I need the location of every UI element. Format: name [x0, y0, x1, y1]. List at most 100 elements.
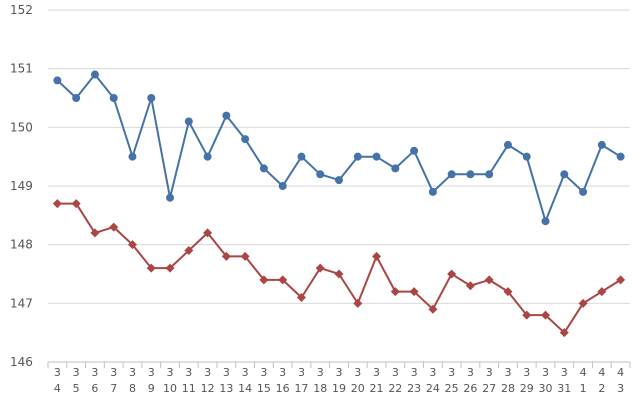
- y-tick-label: 146: [10, 355, 33, 369]
- x-tick-label: 3: [91, 366, 98, 379]
- x-tick-label: 3: [110, 366, 117, 379]
- y-tick-label: 152: [10, 3, 33, 17]
- data-point: [522, 310, 532, 320]
- x-tick-label: 10: [163, 382, 177, 395]
- x-tick-label: 3: [54, 366, 61, 379]
- data-point: [127, 240, 137, 250]
- x-tick-label: 3: [129, 366, 136, 379]
- data-point: [203, 228, 213, 238]
- data-point: [372, 251, 382, 261]
- x-tick-label: 18: [313, 382, 327, 395]
- x-tick-label: 26: [463, 382, 477, 395]
- data-point: [485, 170, 494, 179]
- x-tick-label: 4: [580, 366, 587, 379]
- grid-lines: [48, 9, 630, 363]
- data-point: [184, 117, 193, 126]
- data-point: [559, 328, 569, 338]
- x-tick-label: 5: [73, 382, 80, 395]
- data-point: [316, 170, 325, 179]
- x-tick-label: 3: [429, 366, 436, 379]
- x-tick-label: 3: [617, 382, 624, 395]
- data-point: [146, 263, 156, 273]
- data-point: [259, 275, 269, 285]
- data-point: [221, 251, 231, 261]
- data-point: [335, 176, 343, 185]
- x-tick-label: 3: [223, 366, 230, 379]
- data-point: [503, 140, 512, 149]
- x-tick-label: 2: [598, 382, 605, 395]
- x-tick-label: 3: [411, 366, 418, 379]
- data-point: [90, 70, 99, 79]
- x-tick-label: 9: [148, 382, 155, 395]
- x-tick-label: 14: [238, 382, 252, 395]
- data-point: [53, 76, 62, 85]
- x-tick-label: 8: [129, 382, 136, 395]
- data-point: [390, 287, 400, 297]
- data-point: [465, 281, 475, 291]
- x-tick-label: 4: [617, 366, 624, 379]
- data-point: [203, 152, 212, 161]
- data-point: [240, 251, 250, 261]
- data-point: [222, 111, 231, 120]
- x-tick-label: 11: [182, 382, 196, 395]
- data-point: [597, 140, 606, 149]
- data-point: [372, 152, 381, 161]
- x-tick-label: 3: [354, 366, 361, 379]
- x-tick-label: 3: [148, 366, 155, 379]
- data-point: [353, 298, 363, 308]
- data-point: [410, 146, 419, 155]
- x-tick-label: 30: [539, 382, 553, 395]
- x-tick-label: 17: [294, 382, 308, 395]
- x-tick-label: 3: [561, 366, 568, 379]
- data-point: [541, 310, 551, 320]
- data-point: [128, 152, 137, 161]
- x-tick-label: 3: [523, 366, 530, 379]
- y-tick-label: 149: [10, 179, 33, 193]
- data-point: [71, 199, 81, 209]
- data-point: [278, 182, 287, 190]
- data-point: [109, 222, 119, 232]
- data-point: [259, 164, 268, 173]
- data-point: [579, 187, 588, 196]
- data-point: [278, 275, 288, 285]
- x-tick-label: 4: [598, 366, 605, 379]
- data-point: [165, 263, 175, 273]
- data-point: [90, 228, 100, 238]
- x-tick-label: 31: [557, 382, 571, 395]
- x-tick-label: 3: [185, 366, 192, 379]
- x-tick-label: 6: [91, 382, 98, 395]
- data-point: [409, 287, 419, 297]
- x-tick-label: 3: [373, 366, 380, 379]
- x-tick-label: 3: [242, 366, 249, 379]
- x-tick-label: 3: [204, 366, 211, 379]
- series-2: [52, 199, 626, 338]
- x-tick-label: 3: [167, 366, 174, 379]
- x-tick-label: 3: [317, 366, 324, 379]
- data-point: [147, 94, 156, 102]
- x-tick-label: 3: [298, 366, 305, 379]
- series-line: [56, 73, 622, 223]
- x-tick-label: 24: [426, 382, 440, 395]
- data-point: [353, 152, 362, 161]
- y-tick-label: 148: [10, 238, 33, 252]
- x-tick-label: 23: [407, 382, 421, 395]
- data-point: [428, 304, 438, 314]
- data-point: [447, 269, 457, 279]
- data-point: [616, 152, 625, 161]
- x-tick-label: 3: [260, 366, 267, 379]
- x-tick-label: 3: [73, 366, 80, 379]
- data-point: [503, 287, 513, 297]
- x-tick-label: 1: [580, 382, 587, 395]
- x-tick-label: 3: [336, 366, 343, 379]
- x-tick-label: 29: [520, 382, 534, 395]
- x-tick-label: 12: [201, 382, 215, 395]
- x-tick-label: 3: [542, 366, 549, 379]
- y-tick-label: 147: [10, 296, 33, 310]
- data-point: [428, 187, 437, 196]
- data-point: [241, 135, 250, 144]
- x-tick-label: 16: [276, 382, 290, 395]
- x-tick-label: 19: [332, 382, 346, 395]
- y-tick-label: 150: [10, 120, 33, 134]
- data-point: [297, 152, 306, 161]
